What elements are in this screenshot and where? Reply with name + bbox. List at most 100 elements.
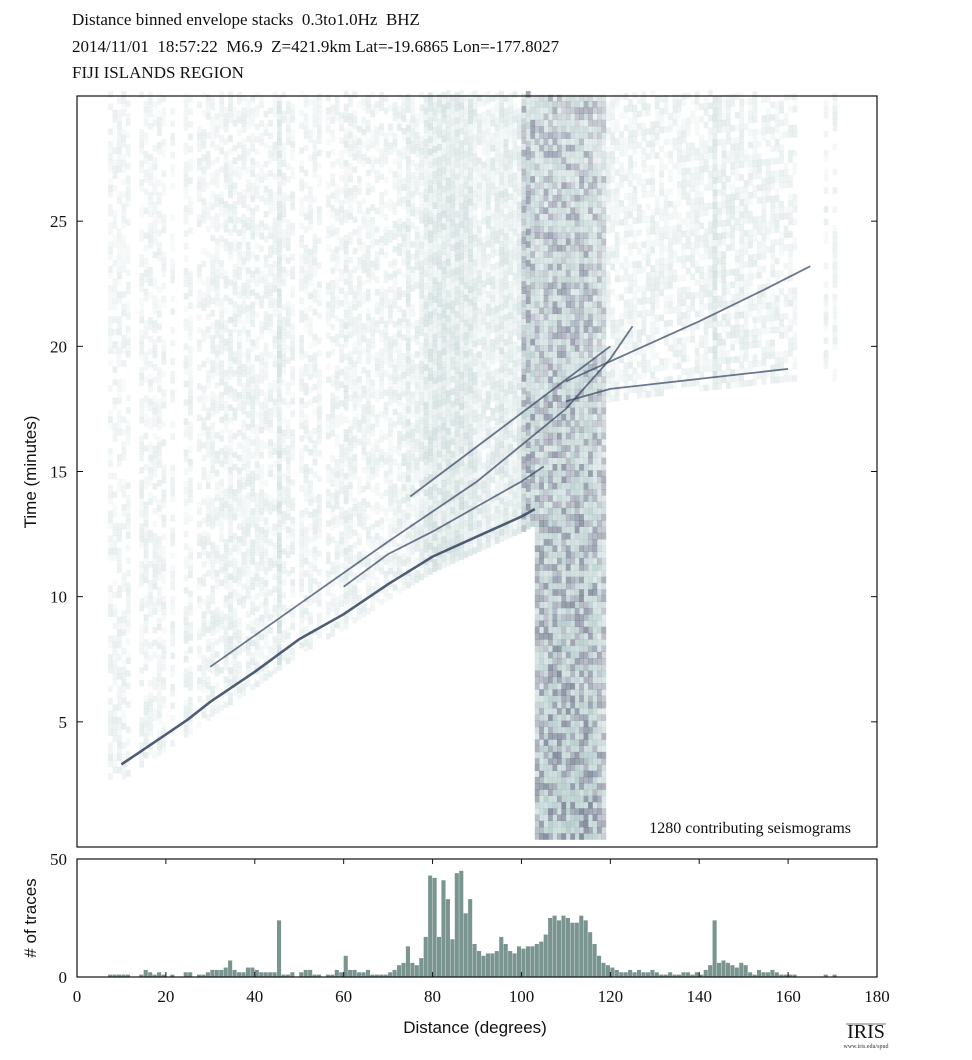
heatmap-column <box>197 101 202 728</box>
histogram-bar <box>579 915 584 977</box>
heatmap-column <box>223 107 229 709</box>
heatmap-column <box>312 96 318 635</box>
y-tick-label: 25 <box>50 212 67 231</box>
heatmap-column <box>734 93 740 388</box>
histogram-bar <box>823 974 828 977</box>
iris-logo-url: www.iris.edu/spud <box>844 1044 889 1050</box>
heatmap-column <box>254 92 260 688</box>
histogram-bar <box>654 972 659 977</box>
histogram-bar <box>383 974 388 977</box>
histogram-bar <box>219 969 224 977</box>
histogram-bar <box>259 972 264 977</box>
x-tick-label: 160 <box>775 987 801 1006</box>
heatmap-column <box>690 98 696 387</box>
phase-curve <box>209 325 634 668</box>
heatmap-column <box>645 103 651 398</box>
heatmap-column <box>232 107 238 696</box>
x-tick-label: 180 <box>864 987 890 1006</box>
histogram-bar <box>832 974 837 977</box>
histogram-bar <box>681 972 686 977</box>
heatmap-column <box>272 91 278 675</box>
heatmap-column <box>561 94 567 840</box>
histogram-bar <box>170 974 175 977</box>
heatmap-column <box>210 97 216 718</box>
histogram-bar <box>214 969 219 977</box>
heatmap-column <box>397 92 402 594</box>
histogram-bar <box>565 918 570 977</box>
histogram-bar <box>712 920 717 977</box>
histogram-bar <box>285 974 290 977</box>
y-tick-label: 20 <box>50 337 67 356</box>
histogram-bar <box>397 965 402 977</box>
heatmap-column <box>468 92 473 556</box>
heatmap-column <box>303 94 309 653</box>
histogram-bar <box>561 915 566 977</box>
heatmap-column <box>290 103 296 662</box>
histogram-bar <box>757 969 762 977</box>
heatmap-column <box>565 94 571 840</box>
heatmap-column <box>512 91 518 536</box>
histogram-bar <box>423 936 428 977</box>
heatmap-column <box>677 93 682 382</box>
heatmap-column <box>543 94 549 840</box>
heatmap-column <box>472 90 478 554</box>
histogram-bar <box>197 974 202 977</box>
heatmap-column <box>108 90 113 780</box>
heatmap-column <box>663 94 669 390</box>
histogram-bar <box>419 958 424 977</box>
x-tick-label: 20 <box>157 987 174 1006</box>
histogram-bar <box>312 974 317 977</box>
heatmap-column <box>579 94 584 840</box>
heatmap-column <box>823 99 829 370</box>
histogram-bar <box>188 972 193 977</box>
histogram-axes: 0 20 40 60 80 100 120 140 160 180 0 50 <box>50 850 890 1006</box>
histogram-bar <box>672 974 677 977</box>
histogram-bar <box>770 969 775 977</box>
histogram-bar <box>210 969 215 977</box>
heatmap-column <box>423 95 429 578</box>
heatmap-column <box>752 91 758 386</box>
histogram-bar <box>428 875 433 977</box>
histogram-bar <box>508 951 513 977</box>
heatmap-column <box>388 104 393 600</box>
histogram-bar <box>125 974 130 977</box>
heatmap-column <box>490 94 496 546</box>
histogram-bar <box>739 962 744 977</box>
heatmap-column <box>330 104 336 638</box>
heatmap-column <box>170 108 176 747</box>
heatmap-column <box>450 94 456 564</box>
heatmap-column <box>237 91 242 700</box>
y-tick-label: 5 <box>59 713 68 732</box>
histogram-bar <box>463 913 468 977</box>
histogram-bar <box>445 899 450 977</box>
heatmap-column <box>832 93 838 382</box>
heatmap-column <box>277 94 282 671</box>
x-tick-label: 40 <box>246 987 263 1006</box>
histogram-bar <box>632 972 637 977</box>
histogram-bar <box>677 974 682 977</box>
histogram-bar <box>743 965 748 977</box>
histogram-bar <box>437 936 442 977</box>
heatmap-column <box>477 94 482 552</box>
heatmap-column <box>730 93 736 389</box>
phase-curve <box>409 345 611 498</box>
histogram-bar <box>410 962 415 977</box>
x-tick-label: 80 <box>424 987 441 1006</box>
heatmap-column <box>637 98 642 399</box>
chart-title-line-3: FIJI ISLANDS REGION <box>72 63 244 82</box>
heatmap-column <box>152 101 158 759</box>
histogram-bar <box>263 972 268 977</box>
histogram-bar <box>637 969 642 977</box>
histogram-bar <box>245 967 250 977</box>
histogram-bar <box>517 946 522 977</box>
histogram-bar <box>183 972 188 977</box>
y-tick-label: 10 <box>50 588 67 607</box>
phase-curve <box>120 507 536 766</box>
heatmap-column <box>765 96 771 378</box>
heatmap-column <box>774 101 780 384</box>
histogram-bar <box>530 946 535 977</box>
histogram-bar <box>779 974 784 977</box>
heatmap-column <box>592 94 598 840</box>
histogram-bar <box>205 972 210 977</box>
